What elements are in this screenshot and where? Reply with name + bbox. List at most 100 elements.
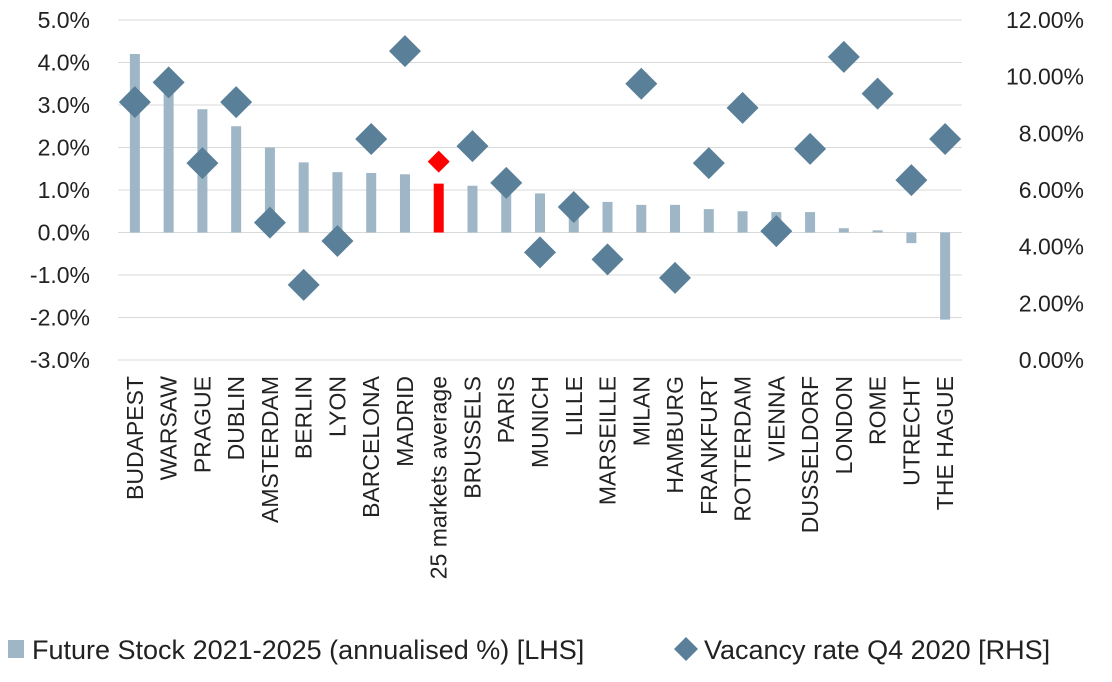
left-tick-label: -3.0%	[30, 347, 90, 373]
category-label: BRUSSELS	[459, 376, 485, 499]
diamond-marker	[591, 243, 624, 276]
category-label: THE HAGUE	[932, 376, 958, 510]
category-label: ROTTERDAM	[730, 376, 756, 522]
category-label: VIENNA	[763, 375, 789, 461]
bar	[332, 172, 343, 233]
diamond-marker	[220, 86, 253, 119]
bar	[838, 228, 849, 233]
diamond-marker	[152, 66, 185, 99]
category-label: 25 markets average	[426, 376, 452, 579]
legend-bar-swatch	[8, 640, 24, 658]
category-label: ROME	[865, 376, 891, 445]
left-tick-label: -2.0%	[30, 305, 90, 331]
bar	[636, 204, 647, 233]
bar	[906, 232, 917, 244]
diamond-marker	[625, 67, 658, 100]
bar	[501, 187, 512, 233]
left-tick-label: 5.0%	[38, 7, 90, 33]
bar	[467, 185, 478, 233]
diamond-marker	[760, 215, 793, 248]
left-tick-label: 0.0%	[38, 220, 90, 246]
right-tick-label: 0.00%	[1019, 347, 1084, 373]
diamond-marker	[726, 91, 759, 124]
bar	[535, 193, 545, 233]
category-label: LYON	[324, 376, 350, 437]
diamond-marker	[118, 86, 151, 119]
category-label: WARSAW	[156, 376, 182, 481]
diamond-marker	[321, 225, 354, 257]
legend-bar-label: Future Stock 2021-2025 (annualised %) [L…	[32, 635, 584, 665]
category-label: BARCELONA	[358, 375, 384, 518]
category-label: LONDON	[831, 376, 857, 474]
category-label: AMSTERDAM	[257, 376, 283, 523]
left-tick-label: -1.0%	[30, 262, 90, 288]
bar	[737, 211, 748, 233]
bar	[399, 174, 410, 233]
diamond-marker	[692, 147, 725, 180]
diamond-marker	[287, 268, 320, 301]
diamond-average	[427, 150, 450, 173]
diamond-marker	[557, 191, 590, 223]
diamond-marker	[253, 206, 286, 239]
bar	[163, 75, 174, 233]
diamond-marker	[490, 166, 523, 199]
left-tick-label: 4.0%	[38, 50, 90, 76]
category-label: BERLIN	[291, 376, 317, 459]
diamond-marker	[895, 164, 928, 197]
right-tick-label: 10.00%	[1006, 64, 1084, 90]
right-tick-label: 6.00%	[1019, 177, 1084, 203]
category-label: MADRID	[392, 376, 418, 467]
right-tick-label: 12.00%	[1006, 7, 1084, 33]
diamond-marker	[929, 123, 962, 155]
diamond-marker	[659, 261, 692, 294]
diamond-series	[118, 35, 962, 301]
category-label: FRANKFURT	[696, 376, 722, 515]
bar	[366, 173, 377, 233]
bar	[703, 209, 714, 233]
category-label: MUNICH	[527, 376, 553, 468]
diamond-marker	[524, 236, 556, 269]
category-label: MARSEILLE	[595, 376, 621, 505]
category-label: LILLE	[561, 376, 587, 436]
right-tick-label: 2.00%	[1019, 290, 1084, 316]
diamond-marker	[794, 132, 827, 165]
left-axis: 5.0% 4.0% 3.0% 2.0% 1.0% 0.0% -1.0% -2.0% -3.0%	[30, 7, 90, 373]
category-axis: BUDAPEST WARSAW PRAGUE DUBLIN AMSTERDAM BERLI…	[122, 375, 958, 579]
bar-average	[433, 183, 444, 233]
bar	[264, 147, 275, 233]
category-label: UTRECHT	[898, 376, 924, 486]
bar	[940, 232, 951, 320]
left-tick-label: 3.0%	[38, 92, 90, 118]
bar	[602, 201, 613, 233]
diamond-marker	[388, 35, 421, 68]
bar	[231, 126, 242, 233]
category-label: MILAN	[628, 376, 654, 446]
right-axis: 12.00% 10.00% 8.00% 6.00% 4.00% 2.00% 0.00%	[1006, 7, 1084, 373]
legend-diamond-swatch	[674, 637, 698, 661]
diamond-marker	[456, 130, 489, 163]
gridlines	[118, 19, 962, 361]
bar	[298, 162, 309, 233]
category-label: DUSSELDORF	[797, 376, 823, 533]
diamond-marker	[827, 40, 860, 73]
legend-diamond-label: Vacancy rate Q4 2020 [RHS]	[704, 635, 1050, 665]
category-label: BUDAPEST	[122, 376, 148, 500]
legend: Future Stock 2021-2025 (annualised %) [L…	[8, 635, 1050, 665]
diamond-marker	[355, 123, 388, 155]
diamond-marker	[861, 77, 894, 110]
bar	[872, 230, 883, 233]
right-tick-label: 4.00%	[1019, 234, 1084, 260]
diamond-marker	[186, 147, 219, 180]
bar	[670, 204, 681, 233]
left-tick-label: 2.0%	[38, 135, 90, 161]
right-tick-label: 8.00%	[1019, 120, 1084, 146]
category-label: DUBLIN	[223, 376, 249, 460]
bar	[129, 54, 140, 233]
category-label: HAMBURG	[662, 376, 688, 494]
category-label: PARIS	[493, 376, 519, 443]
bar-series	[129, 54, 951, 320]
category-label: PRAGUE	[189, 376, 215, 473]
left-tick-label: 1.0%	[38, 177, 90, 203]
